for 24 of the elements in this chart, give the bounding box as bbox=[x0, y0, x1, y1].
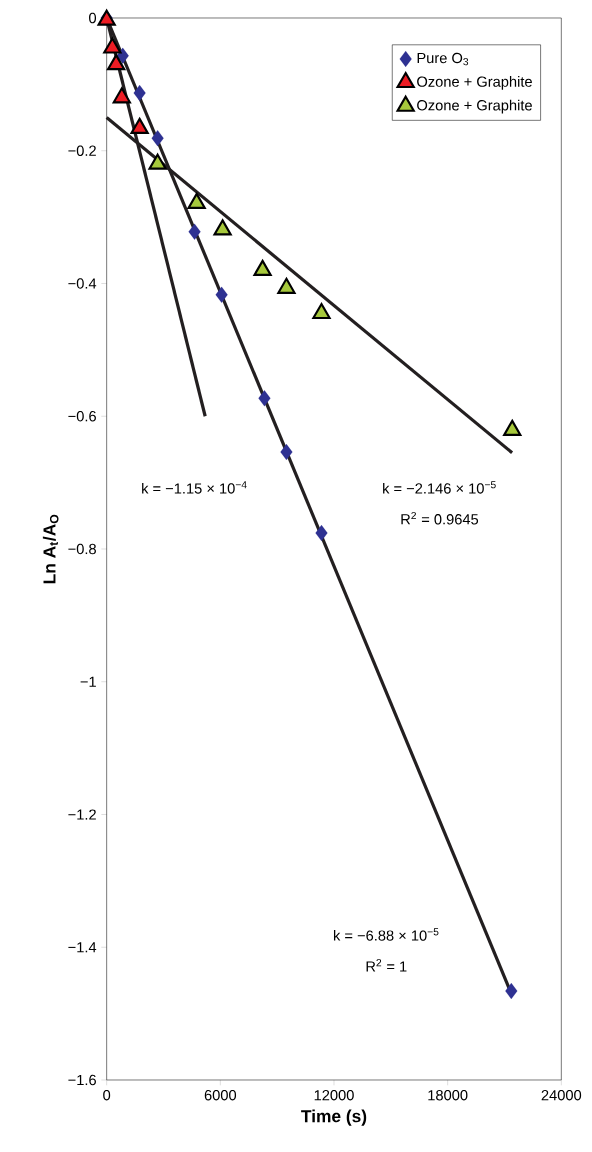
annotation: k = −2.146 × 10$^{−5}$ bbox=[383, 481, 496, 494]
y-tick-label: −0.6 bbox=[68, 411, 96, 422]
y-tick-label: −1.6 bbox=[68, 1074, 96, 1086]
x-axis-title: Time (s) bbox=[301, 1109, 367, 1126]
y-tick-label: −0.4 bbox=[68, 278, 97, 289]
legend-label: Ozone + Graphite bbox=[417, 76, 532, 90]
y-tick-label: −1.2 bbox=[68, 809, 96, 820]
x-tick-label: 18000 bbox=[428, 1090, 468, 1101]
y-tick-label: −1 bbox=[80, 676, 96, 687]
x-tick-label: 0 bbox=[103, 1090, 111, 1101]
annotation: k = −6.88 × 10$^{−5}$ bbox=[333, 928, 439, 941]
y-tick-label: −0.2 bbox=[68, 145, 96, 156]
annotation: k = −1.15 × 10$^{−4}$ bbox=[142, 481, 247, 494]
x-tick-label: 12000 bbox=[314, 1090, 354, 1101]
legend-label: Pure O$_{3}$ bbox=[417, 52, 469, 66]
y-tick-label: −0.8 bbox=[68, 543, 96, 555]
y-tick-label: 0 bbox=[89, 12, 97, 24]
legend-label: Ozone + Graphite bbox=[417, 99, 532, 114]
annotation: R$^{2}$ = 0.9645 bbox=[401, 511, 479, 525]
y-tick-label: −1.4 bbox=[68, 942, 97, 953]
x-tick-label: 24000 bbox=[541, 1090, 582, 1101]
annotation: R$^{2}$ = 1 bbox=[366, 959, 407, 972]
x-tick-label: 6000 bbox=[204, 1090, 237, 1101]
y-axis-title: Ln A$_{t}$/A$_{O}$ bbox=[42, 514, 59, 584]
